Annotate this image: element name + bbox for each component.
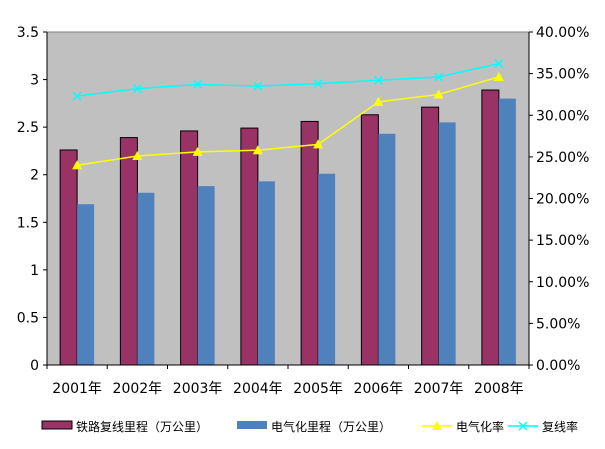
data-point	[494, 59, 504, 69]
data-point	[132, 151, 143, 161]
bar	[498, 98, 516, 365]
legend-label: 复线率	[542, 419, 578, 434]
bar	[137, 192, 155, 365]
x-tick-label: 2004年	[233, 381, 283, 397]
data-point	[493, 71, 504, 81]
bar	[180, 130, 199, 366]
right-tick-label: 0.00%	[536, 358, 580, 374]
data-point	[252, 145, 263, 155]
right-tick-label: 15.00%	[536, 233, 589, 249]
bar	[77, 204, 95, 365]
bar	[481, 89, 500, 366]
right-tick-label: 25.00%	[536, 150, 589, 166]
series-line	[77, 76, 500, 166]
bar	[59, 149, 78, 366]
left-tick-label: 1	[30, 263, 39, 279]
x-tick-label: 2001年	[52, 381, 102, 397]
legend-swatch	[237, 421, 267, 429]
series-line	[77, 62, 500, 97]
data-point	[72, 91, 82, 101]
left-tick-label: 0	[30, 358, 39, 374]
bar	[421, 106, 440, 366]
bar	[318, 173, 336, 365]
data-point	[434, 72, 444, 82]
legend-marker	[518, 421, 528, 431]
left-tick-label: 3.5	[17, 25, 39, 41]
data-point	[313, 79, 323, 89]
left-tick-label: 1.5	[17, 215, 39, 231]
right-tick-label: 20.00%	[536, 192, 589, 208]
right-tick-label: 30.00%	[536, 108, 589, 124]
bar	[119, 137, 138, 366]
x-tick-label: 2002年	[113, 381, 163, 397]
data-point	[192, 146, 203, 156]
legend-marker	[432, 421, 442, 430]
x-tick-label: 2008年	[474, 381, 524, 397]
x-tick-label: 2007年	[414, 381, 464, 397]
bar	[300, 120, 319, 366]
left-tick-label: 2.5	[17, 120, 39, 136]
data-point	[132, 84, 142, 94]
data-point	[433, 89, 444, 99]
data-point	[72, 160, 83, 170]
legend-label: 电气化率	[456, 419, 504, 434]
x-tick-label: 2006年	[354, 381, 404, 397]
bar	[360, 114, 379, 366]
data-point	[373, 96, 384, 106]
right-tick-label: 40.00%	[536, 25, 589, 41]
bar	[240, 127, 259, 366]
legend-swatch	[41, 420, 73, 430]
bar	[257, 181, 275, 365]
axes-group: 0 0.5 1 1.5 2 2.5 3 3.5 0.00% 5.00% 10.00% 15.00% 20…	[17, 25, 590, 397]
x-tick-label: 2003年	[173, 381, 223, 397]
legend: 铁路复线里程（万公里） 电气化里程（万公里） 电气化率 复线率	[41, 419, 578, 434]
bar-series-group	[59, 89, 516, 366]
data-point	[313, 139, 324, 149]
left-tick-label: 2	[30, 168, 39, 184]
bar	[378, 133, 396, 365]
x-tick-label: 2005年	[293, 381, 343, 397]
data-point	[253, 81, 263, 91]
right-tick-label: 35.00%	[536, 67, 589, 83]
line-series-group	[72, 59, 504, 170]
left-tick-label: 3	[30, 73, 39, 89]
bar	[438, 122, 456, 365]
right-tick-label: 10.00%	[536, 275, 589, 291]
bar	[197, 186, 215, 365]
legend-label: 铁路复线里程（万公里）	[76, 419, 208, 434]
plot-area	[46, 31, 530, 366]
left-tick-label: 0.5	[17, 310, 39, 326]
legend-label: 电气化里程（万公里）	[271, 419, 391, 434]
right-tick-label: 5.00%	[536, 316, 580, 332]
data-point	[193, 79, 203, 89]
data-point	[373, 75, 383, 85]
